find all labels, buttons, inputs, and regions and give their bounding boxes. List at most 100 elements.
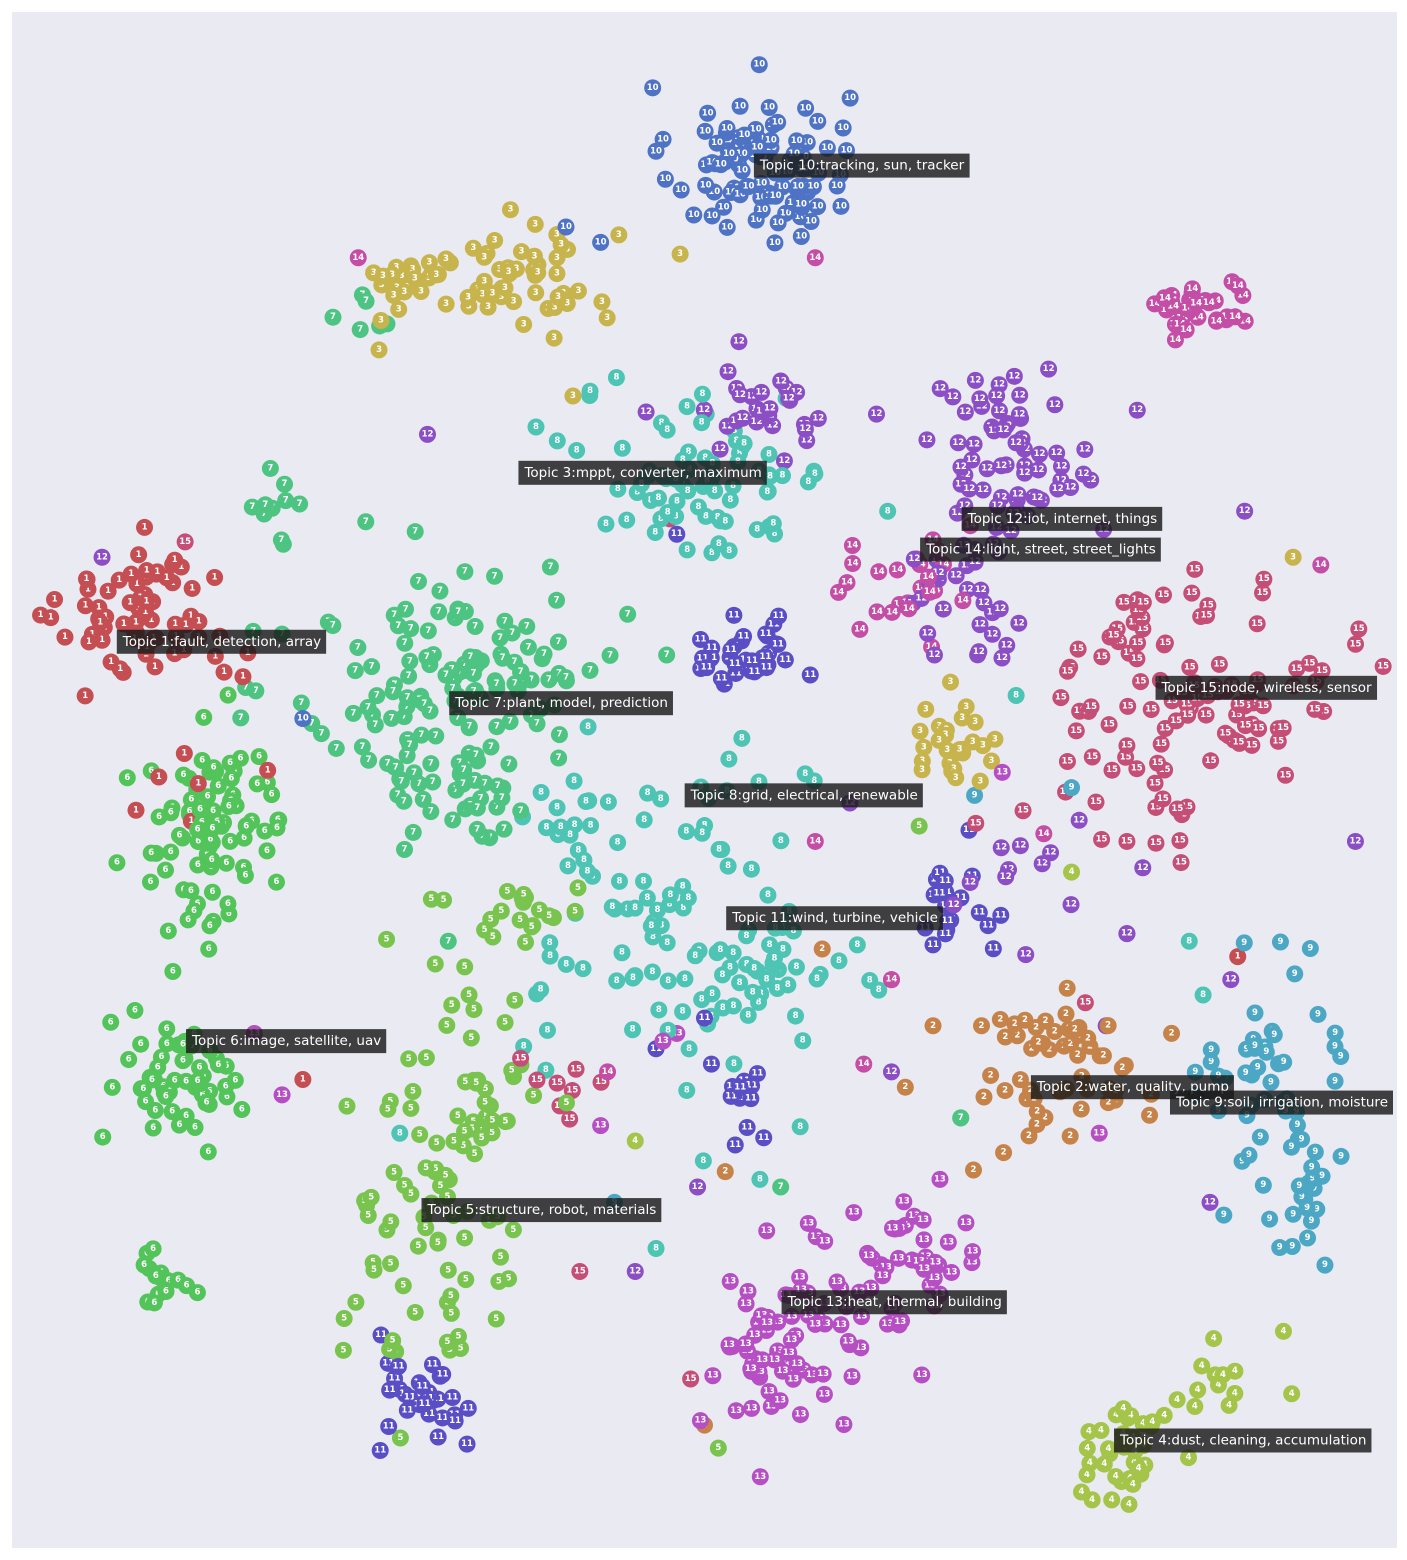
point-marker [488, 675, 506, 693]
point-marker [189, 856, 207, 874]
scatter-point: 8 [652, 790, 670, 808]
scatter-point: 8 [758, 483, 776, 501]
scatter-point: 5 [402, 1185, 420, 1203]
point-marker [1035, 825, 1053, 843]
scatter-point: 8 [808, 970, 826, 988]
scatter-point: 8 [603, 898, 621, 916]
point-marker [1269, 732, 1287, 750]
scatter-point: 6 [268, 819, 286, 837]
point-marker [726, 1136, 744, 1154]
point-marker [1299, 1229, 1317, 1247]
point-marker [258, 842, 276, 860]
point-marker [647, 1239, 665, 1257]
scatter-point: 4 [1214, 1366, 1232, 1384]
scatter-point: 7 [519, 638, 537, 656]
point-marker [349, 249, 367, 267]
scatter-point: 13 [691, 1412, 709, 1430]
point-marker [1118, 925, 1136, 943]
scatter-point: 3 [486, 231, 504, 249]
point-marker [733, 729, 751, 747]
scatter-point: 4 [1124, 1475, 1142, 1493]
point-marker [532, 784, 550, 802]
point-marker [548, 249, 566, 267]
point-marker [679, 482, 697, 500]
scatter-point: 15 [1093, 648, 1111, 666]
scatter-point: 6 [149, 1058, 167, 1076]
scatter-point: 4 [1078, 1439, 1096, 1457]
point-marker [1081, 1454, 1099, 1472]
scatter-point: 1 [56, 628, 74, 646]
point-marker [1207, 312, 1225, 330]
scatter-point: 5 [487, 1310, 505, 1328]
point-marker [766, 234, 784, 252]
point-marker [504, 1221, 522, 1239]
scatter-point: 4 [1107, 1468, 1125, 1486]
scatter-point: 12 [918, 431, 936, 449]
point-marker [1028, 489, 1046, 507]
point-marker [1374, 657, 1392, 675]
point-marker [359, 1207, 377, 1225]
point-marker [601, 646, 619, 664]
scatter-point: 15 [548, 1074, 566, 1092]
scatter-point: 7 [324, 617, 342, 635]
scatter-point: 15 [1059, 662, 1077, 680]
point-marker [77, 570, 95, 588]
scatter-point: 12 [1118, 925, 1136, 943]
scatter-point: 2 [964, 1161, 982, 1179]
point-marker [548, 591, 566, 609]
point-marker [724, 997, 742, 1015]
scatter-point: 15 [1167, 712, 1185, 730]
point-marker [564, 387, 582, 405]
scatter-point: 5 [456, 1229, 474, 1247]
point-marker [1029, 461, 1047, 479]
point-marker [446, 1412, 464, 1430]
point-marker [794, 1032, 812, 1050]
scatter-point: 15 [1198, 607, 1216, 625]
point-marker [1172, 854, 1190, 872]
point-marker [162, 843, 180, 861]
point-marker [775, 452, 793, 470]
scatter-point: 14 [806, 832, 824, 850]
point-marker [918, 431, 936, 449]
point-marker [324, 308, 342, 326]
scatter-point: 3 [548, 265, 566, 283]
scatter-point: 6 [163, 1103, 181, 1121]
point-marker [835, 1415, 853, 1433]
scatter-point: 6 [188, 1284, 206, 1302]
point-marker [1094, 1047, 1112, 1065]
point-marker [726, 655, 744, 673]
scatter-point: 12 [1201, 1193, 1219, 1211]
point-marker [222, 770, 240, 788]
scatter-point: 9 [1326, 1072, 1344, 1090]
point-marker [1031, 445, 1049, 463]
point-marker [200, 940, 218, 958]
scatter-point: 7 [401, 652, 419, 670]
point-marker [191, 801, 209, 819]
scatter-point: 5 [476, 1094, 494, 1112]
point-marker [692, 631, 710, 649]
scatter-point: 1 [215, 663, 233, 681]
point-marker [983, 625, 1001, 643]
scatter-point: 3 [526, 215, 544, 233]
point-marker [613, 944, 631, 962]
scatter-point: 8 [794, 1032, 812, 1050]
scatter-point: 12 [983, 625, 1001, 643]
scatter-point: 3 [671, 245, 689, 263]
point-marker [1130, 1460, 1148, 1478]
point-marker [1226, 1384, 1244, 1402]
scatter-point: 7 [422, 755, 440, 773]
scatter-point: 11 [429, 1428, 447, 1446]
point-marker [1186, 1397, 1204, 1415]
scatter-point: 2 [1141, 1106, 1159, 1124]
scatter-point: 1 [122, 565, 140, 583]
point-marker [159, 922, 177, 940]
point-marker [769, 214, 787, 232]
scatter-point: 14 [1183, 280, 1201, 298]
scatter-point: 13 [784, 1370, 802, 1388]
scatter-point: 15 [567, 1060, 585, 1078]
point-marker [808, 970, 826, 988]
scatter-point: 10 [769, 113, 787, 131]
scatter-point: 15 [1186, 560, 1204, 578]
point-marker [312, 725, 330, 743]
scatter-point: 8 [581, 382, 599, 400]
